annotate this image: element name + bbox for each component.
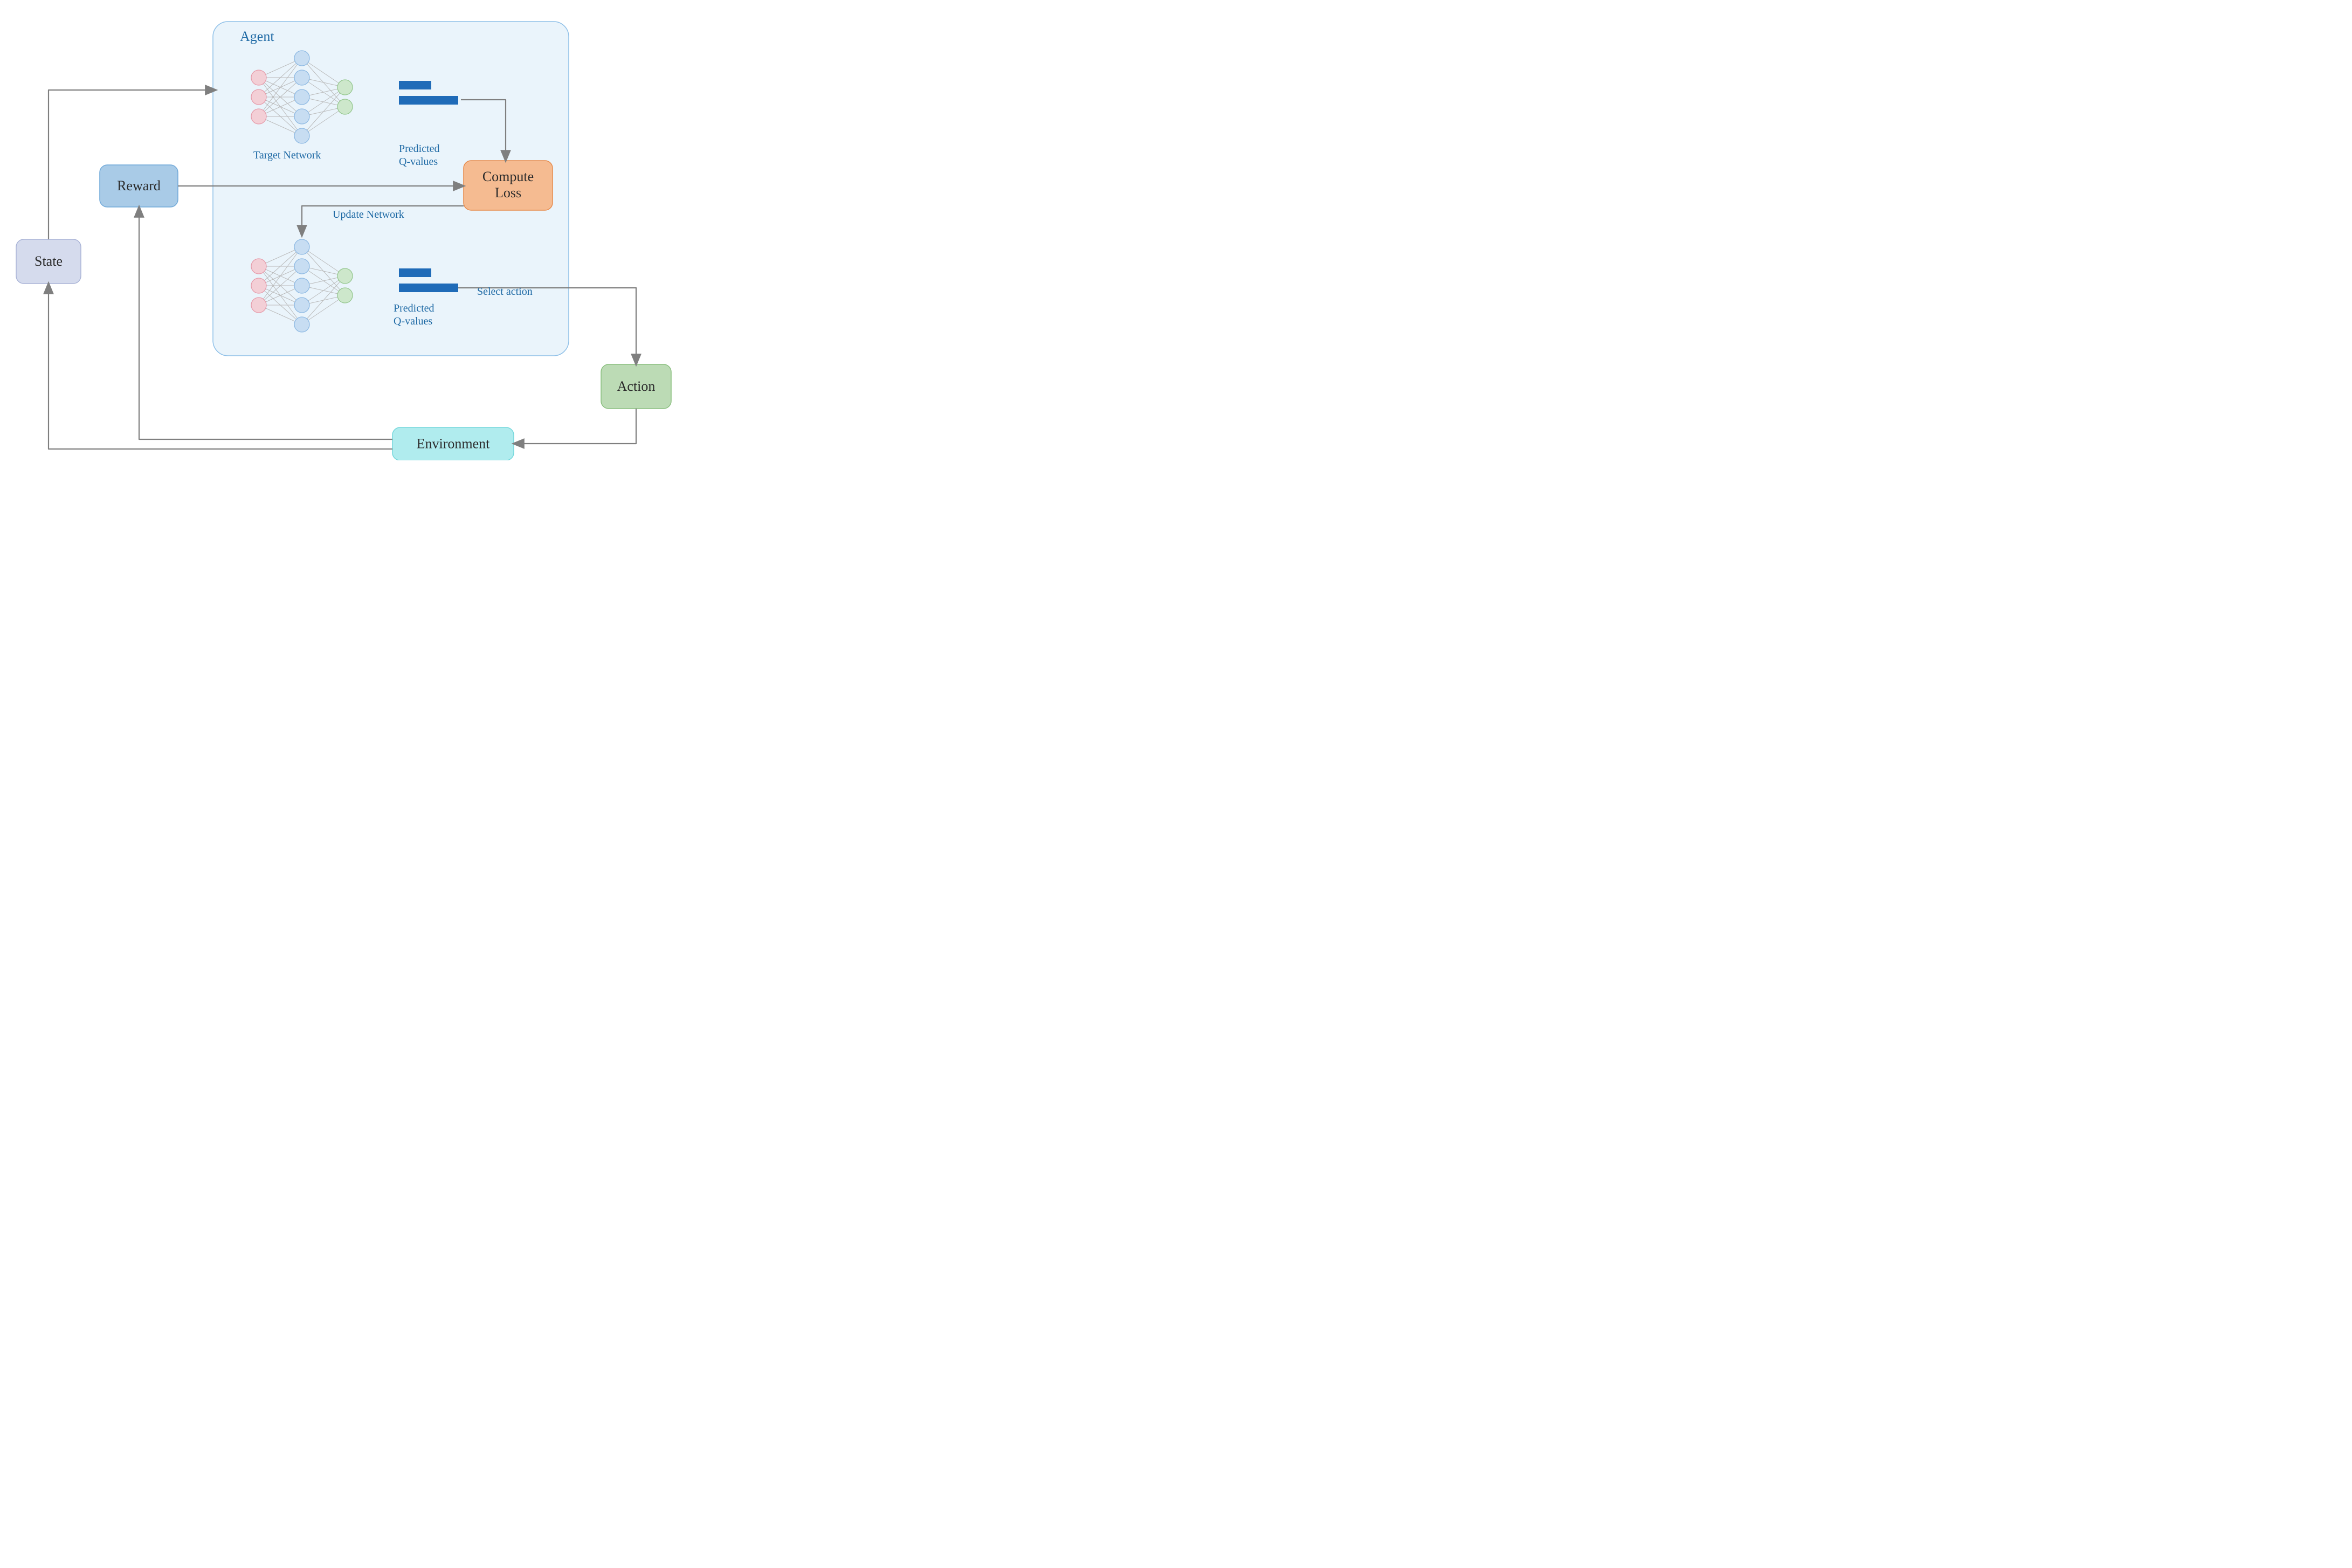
select-action-label: Select action bbox=[477, 286, 533, 298]
nn-input-node bbox=[251, 109, 266, 124]
nn-hidden-node bbox=[294, 109, 309, 124]
nn-input-node bbox=[251, 89, 266, 105]
update-network-label-text: Update Network bbox=[333, 209, 404, 220]
nn-hidden-node bbox=[294, 239, 309, 254]
predicted-q-bot-label-text: Predicted bbox=[394, 302, 434, 314]
q-value-bar bbox=[399, 96, 458, 105]
update-network-label: Update Network bbox=[333, 209, 404, 220]
nn-hidden-node bbox=[294, 298, 309, 313]
compute-loss-line1-label: Compute bbox=[482, 169, 534, 184]
agent-title: Agent bbox=[240, 29, 274, 44]
environment-label: Environment bbox=[417, 436, 491, 451]
nn-hidden-node bbox=[294, 259, 309, 274]
q-value-bar bbox=[399, 268, 431, 277]
nn-output-node bbox=[337, 288, 353, 303]
nn-hidden-node bbox=[294, 70, 309, 85]
action-label: Action bbox=[617, 378, 656, 394]
predicted-q-top-label-text2: Q-values bbox=[399, 156, 438, 168]
nn-input-node bbox=[251, 298, 266, 313]
predicted-q-bot-label-text2: Q-values bbox=[394, 315, 432, 327]
nn-hidden-node bbox=[294, 51, 309, 66]
compute-loss-line2-label: Loss bbox=[495, 185, 521, 201]
nn-hidden-node bbox=[294, 278, 309, 293]
nn-input-node bbox=[251, 70, 266, 85]
q-value-bar bbox=[399, 81, 431, 89]
nn-hidden-node bbox=[294, 128, 309, 143]
q-value-bar bbox=[399, 284, 458, 292]
target-network-label: Target Network bbox=[253, 149, 321, 161]
nn-output-node bbox=[337, 80, 353, 95]
diagram-container: Agent State Reward ComputeLoss Action Environ… bbox=[0, 0, 2352, 460]
nn-input-node bbox=[251, 259, 266, 274]
nn-hidden-node bbox=[294, 89, 309, 105]
reward-label: Reward bbox=[117, 178, 161, 194]
nn-input-node bbox=[251, 278, 266, 293]
target-network-label-text: Target Network bbox=[253, 149, 321, 161]
select-action-label-text: Select action bbox=[477, 286, 533, 298]
state-label: State bbox=[35, 253, 63, 269]
nn-output-node bbox=[337, 99, 353, 114]
nn-output-node bbox=[337, 268, 353, 284]
predicted-q-top-label-text: Predicted bbox=[399, 143, 440, 155]
rl-architecture-diagram: Agent State Reward ComputeLoss Action Environ… bbox=[0, 0, 690, 460]
nn-hidden-node bbox=[294, 317, 309, 332]
